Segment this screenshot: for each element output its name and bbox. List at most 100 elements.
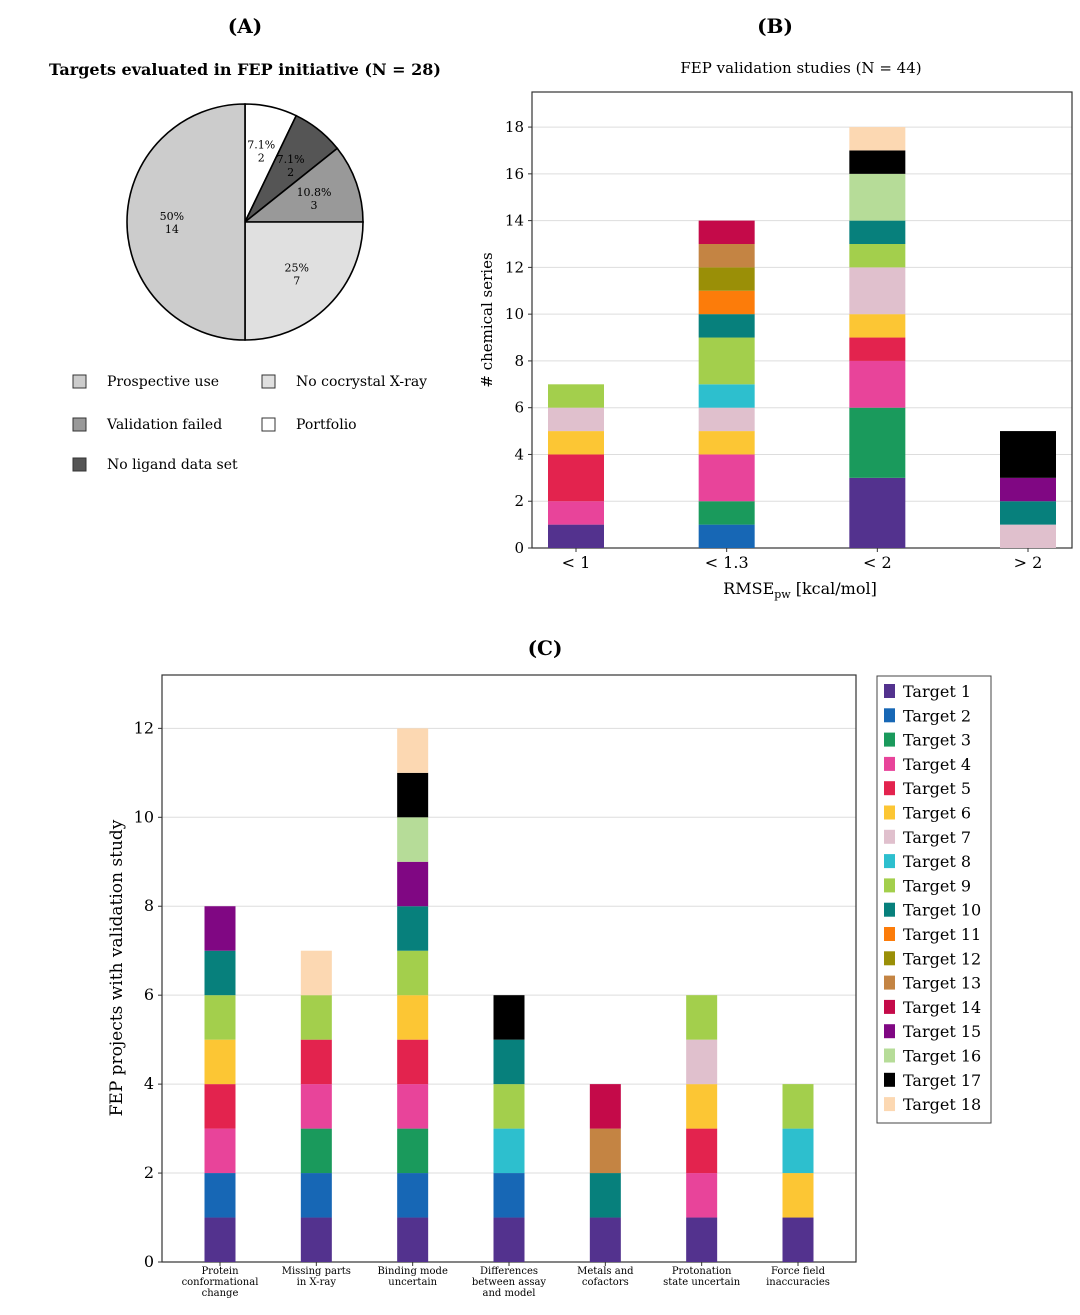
y-tick-label: 18 xyxy=(505,118,524,136)
bar-segment-target-2 xyxy=(698,524,755,548)
bar-segment-target-15 xyxy=(204,906,236,951)
legend-label: Target 6 xyxy=(903,804,971,823)
chart-b-title: FEP validation studies (N = 44) xyxy=(680,59,921,77)
legend-label: Target 2 xyxy=(903,706,971,725)
y-tick-label: 2 xyxy=(144,1163,154,1182)
pie-slice-validation-failed xyxy=(242,147,364,223)
legend-swatch-target-15 xyxy=(884,1024,895,1039)
bar-segment-target-7 xyxy=(849,267,906,315)
bar-segment-target-3 xyxy=(849,407,906,478)
bar-segment-target-7 xyxy=(548,407,604,432)
x-tick-label: uncertain xyxy=(388,1277,437,1288)
bar-segment-target-18 xyxy=(300,950,332,996)
bar-segment-target-6 xyxy=(686,1084,718,1129)
bar-segment-target-10 xyxy=(204,950,236,996)
legend-swatch-target-8 xyxy=(884,854,895,869)
legend-label: Target 16 xyxy=(903,1047,981,1066)
x-tick-label: change xyxy=(202,1288,239,1299)
bar-segment-target-17 xyxy=(1000,431,1056,478)
x-tick-label: > 2 xyxy=(1014,553,1043,572)
pie-slice-no-cocrystal-x-ray xyxy=(244,221,364,341)
x-tick-label: state uncertain xyxy=(663,1277,741,1288)
legend-label: Target 8 xyxy=(903,852,971,871)
bar-segment-target-6 xyxy=(397,995,429,1040)
bar-segment-target-5 xyxy=(300,1039,332,1085)
x-tick-label: Differences xyxy=(480,1266,538,1277)
pie-legend-swatch-prospective-use xyxy=(72,374,87,389)
bar-segment-target-1 xyxy=(493,1217,525,1262)
bar-segment-target-10 xyxy=(493,1039,525,1085)
bar-segment-target-1 xyxy=(589,1217,621,1262)
y-tick-label: 16 xyxy=(505,165,524,183)
pie-legend-label: Portfolio xyxy=(296,417,357,433)
legend-label: Target 13 xyxy=(903,974,981,993)
bar-segment-target-1 xyxy=(849,477,906,548)
pie-legend-swatch-no-cocrystal-x-ray xyxy=(261,374,276,389)
bar-segment-target-6 xyxy=(548,431,604,455)
y-tick-label: 2 xyxy=(514,492,524,510)
legend-swatch-target-5 xyxy=(884,781,895,796)
bar-segment-target-9 xyxy=(204,995,236,1040)
bar-segment-target-11 xyxy=(698,290,755,315)
x-tick-label: Binding mode xyxy=(377,1266,448,1277)
x-tick-label: Protonation xyxy=(672,1266,732,1277)
legend-label: Target 7 xyxy=(903,828,971,847)
bar-segment-target-2 xyxy=(493,1173,525,1218)
bar-segment-target-4 xyxy=(548,501,604,525)
bar-segment-target-1 xyxy=(300,1217,332,1262)
pie-legend-label: No ligand data set xyxy=(107,457,238,473)
x-tick-label: Missing parts xyxy=(282,1266,351,1277)
y-tick-label: 12 xyxy=(134,718,154,737)
bar-segment-target-9 xyxy=(397,950,429,996)
chart-b-ylabel: # chemical series xyxy=(478,252,496,387)
bar-segment-target-4 xyxy=(397,1084,429,1129)
bar-segment-target-8 xyxy=(698,384,755,408)
bar-segment-target-4 xyxy=(300,1084,332,1129)
pie-chart: 7.1%2 7.1%210.8%325%750%14 xyxy=(126,103,364,341)
bar-segment-target-9 xyxy=(300,995,332,1040)
bar-segment-target-16 xyxy=(849,173,906,221)
pie-legend-swatch-portfolio xyxy=(261,417,276,432)
bar-segment-target-9 xyxy=(493,1084,525,1129)
bar-segment-target-8 xyxy=(782,1128,814,1174)
bar-segment-target-3 xyxy=(698,501,755,525)
bar-segment-target-12 xyxy=(698,267,755,291)
bar-segment-target-6 xyxy=(849,314,906,338)
bar-segment-target-6 xyxy=(204,1039,236,1085)
bar-segment-target-10 xyxy=(698,314,755,338)
chart-b-xlabel: RMSEpw [kcal/mol] xyxy=(723,579,877,601)
bar-segment-target-3 xyxy=(397,1128,429,1174)
y-tick-label: 6 xyxy=(144,985,154,1004)
panel-label-c: (C) xyxy=(528,636,563,660)
legend-swatch-target-7 xyxy=(884,829,895,844)
legend-label: Target 9 xyxy=(903,876,971,895)
legend-label: Target 18 xyxy=(903,1095,981,1114)
bar-segment-target-15 xyxy=(397,861,429,907)
xlabel-main: RMSE xyxy=(723,579,774,598)
bar-segment-target-16 xyxy=(397,817,429,862)
bar-segment-target-10 xyxy=(849,220,906,244)
legend-swatch-target-12 xyxy=(884,951,895,966)
bar-segment-target-7 xyxy=(698,407,755,432)
legend-label: Target 15 xyxy=(903,1022,981,1041)
bar-segment-target-9 xyxy=(782,1084,814,1129)
bar-segment-target-13 xyxy=(698,244,755,268)
chart-c-ylabel: FEP projects with validation study xyxy=(107,819,127,1116)
pie-count-label: 3 xyxy=(311,199,318,212)
x-tick-label: < 1.3 xyxy=(705,553,749,572)
pie-legend: Prospective use No cocrystal X-ray Validat… xyxy=(72,374,427,473)
bar-segment-target-5 xyxy=(849,337,906,361)
bar-segment-target-1 xyxy=(782,1217,814,1262)
y-tick-label: 12 xyxy=(505,258,524,276)
legend-label: Target 14 xyxy=(903,998,981,1017)
bar-segment-target-1 xyxy=(686,1217,718,1262)
bar-segment-target-9 xyxy=(548,384,604,408)
pie-legend-label: Validation failed xyxy=(106,417,222,433)
bar-segment-target-9 xyxy=(849,244,906,268)
panel-label-a: (A) xyxy=(228,14,262,38)
x-tick-label: between assay xyxy=(472,1277,547,1288)
plot-frame xyxy=(531,91,1073,549)
y-tick-label: 0 xyxy=(514,539,524,557)
y-tick-label: 4 xyxy=(514,445,524,463)
